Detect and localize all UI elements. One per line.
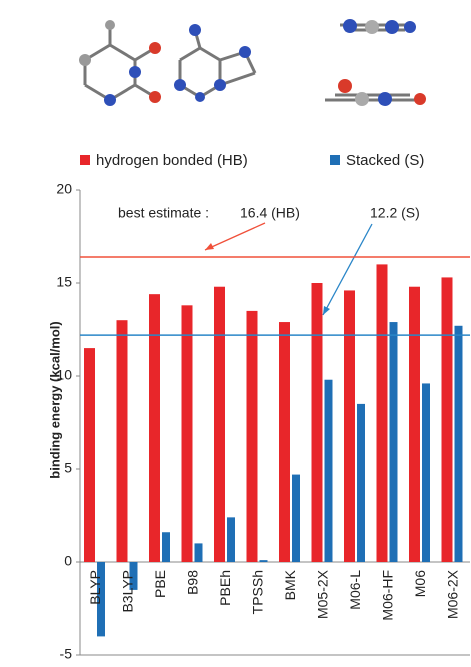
x-tick-label: M06 bbox=[412, 570, 428, 597]
y-tick-label: 5 bbox=[64, 460, 72, 476]
y-tick-label: 15 bbox=[56, 274, 72, 290]
bar bbox=[149, 294, 160, 562]
bar bbox=[259, 560, 268, 562]
bar bbox=[389, 322, 398, 562]
y-tick-label: 10 bbox=[56, 367, 72, 383]
legend-swatch bbox=[80, 155, 90, 165]
bar bbox=[279, 322, 290, 562]
arrow bbox=[204, 222, 266, 251]
legend-swatch bbox=[330, 155, 340, 165]
bar bbox=[227, 517, 235, 562]
bar bbox=[246, 310, 258, 562]
arrow bbox=[322, 223, 373, 316]
x-tick-label: B98 bbox=[184, 570, 200, 595]
y-tick-label: -5 bbox=[60, 646, 73, 662]
reference-label: 16.4 (HB) bbox=[240, 205, 300, 221]
bar bbox=[376, 264, 388, 562]
bar bbox=[84, 348, 95, 562]
bar bbox=[292, 474, 300, 562]
y-tick-label: 20 bbox=[56, 181, 72, 197]
bar bbox=[422, 383, 430, 562]
x-tick-label: PBEh bbox=[217, 570, 233, 606]
x-tick-label: PBE bbox=[152, 570, 168, 598]
bar bbox=[344, 290, 355, 562]
x-tick-label: BMK bbox=[282, 569, 298, 600]
legend-label: Stacked (S) bbox=[346, 152, 424, 169]
bar bbox=[454, 325, 463, 562]
bar bbox=[129, 562, 138, 590]
bar bbox=[324, 379, 333, 562]
bar bbox=[97, 562, 105, 637]
bar bbox=[311, 283, 323, 562]
legend-label: hydrogen bonded (HB) bbox=[96, 152, 248, 169]
x-tick-label: BLYP bbox=[87, 570, 103, 605]
bar bbox=[441, 277, 453, 562]
bar bbox=[357, 403, 365, 562]
bar bbox=[409, 286, 420, 562]
bar bbox=[162, 532, 170, 562]
y-axis-label: binding energy (kcal/mol) bbox=[47, 321, 62, 478]
x-tick-label: M06-HF bbox=[379, 570, 395, 621]
molecule-images bbox=[79, 19, 426, 106]
x-tick-label: B3LYP bbox=[119, 570, 135, 613]
annotation: best estimate : bbox=[118, 205, 209, 221]
x-tick-label: M06-2X bbox=[444, 569, 460, 619]
x-tick-label: TPSSh bbox=[249, 570, 265, 614]
reference-label: 12.2 (S) bbox=[370, 205, 420, 221]
y-tick-label: 0 bbox=[64, 553, 72, 569]
arrowhead bbox=[323, 306, 330, 315]
bar bbox=[181, 305, 193, 562]
x-tick-label: M05-2X bbox=[314, 569, 330, 619]
x-tick-label: M06-L bbox=[347, 570, 363, 610]
bar bbox=[116, 320, 128, 562]
arrowhead bbox=[205, 243, 214, 250]
bar bbox=[214, 286, 225, 562]
bar bbox=[194, 543, 203, 562]
